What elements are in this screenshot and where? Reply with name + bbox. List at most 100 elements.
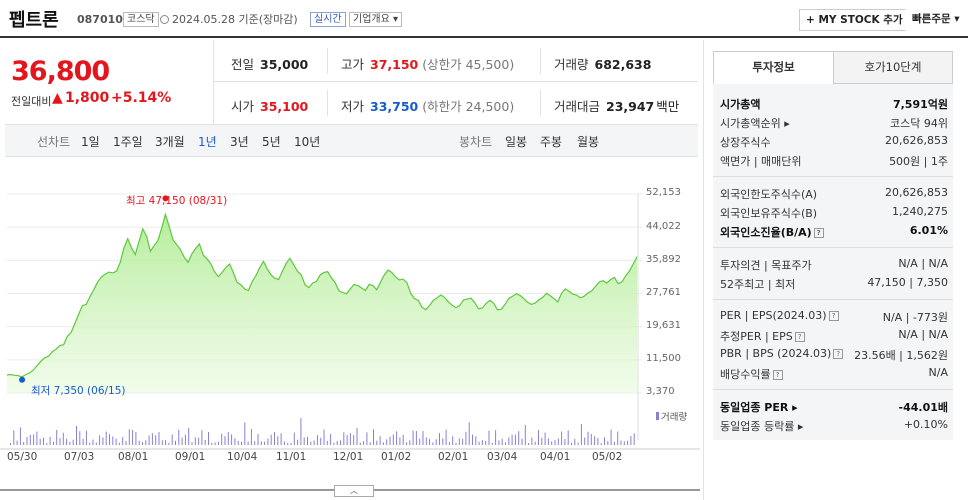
volume-bar <box>386 439 388 445</box>
volume-bar <box>326 440 328 445</box>
volume-bar <box>597 438 599 445</box>
volume-bar <box>359 442 361 445</box>
volume-bar <box>194 437 196 445</box>
volume-value: 682,638 <box>594 57 652 72</box>
volume-bar <box>217 441 219 445</box>
info-icon[interactable]: ? <box>813 228 824 238</box>
info-label: 외국인한도주식수(A) <box>720 188 818 201</box>
prev-close-label: 전일 <box>231 57 255 72</box>
volume-bar <box>224 436 226 445</box>
tab-1d[interactable]: 1일 <box>81 135 100 149</box>
tab-1w[interactable]: 1주일 <box>113 135 143 149</box>
tab-daily[interactable]: 일봉 <box>505 135 528 149</box>
info-row-foreign-limit: 외국인한도주식수(A) 20,626,853 <box>720 186 948 204</box>
tab-5y[interactable]: 5년 <box>262 135 281 149</box>
volume-bar <box>412 430 414 445</box>
info-value: -44.01배 <box>898 401 948 414</box>
x-tick: 04/01 <box>540 451 571 463</box>
prev-close: 전일 35,000 <box>231 54 308 73</box>
info-icon[interactable]: ? <box>794 332 805 342</box>
tab-investment-info[interactable]: 투자정보 <box>713 51 834 84</box>
tab-order-book[interactable]: 호가10단계 <box>833 51 953 84</box>
volume-bar <box>290 442 292 445</box>
info-label-text: PBR | BPS (2024.03) <box>720 347 832 360</box>
y-tick: 44,022 <box>646 221 681 232</box>
volume-bar <box>13 430 15 445</box>
y-tick: 27,761 <box>646 287 681 298</box>
info-row-dividend: 배당수익률? N/A <box>720 366 948 384</box>
volume-bar <box>46 442 48 445</box>
volume-bar <box>161 440 163 445</box>
x-tick: 05/30 <box>7 451 38 463</box>
tab-10y[interactable]: 10년 <box>294 135 321 149</box>
line-chart-label: 선차트 <box>37 135 71 149</box>
tab-3y[interactable]: 3년 <box>230 135 249 149</box>
info-icon[interactable]: ? <box>828 311 839 321</box>
info-row-52week: 52주최고 | 최저 47,150 | 7,350 <box>720 276 948 294</box>
tab-3m[interactable]: 3개월 <box>155 135 185 149</box>
collapse-chart-button[interactable]: ︿ <box>334 485 374 497</box>
volume-bar <box>468 422 470 445</box>
volume-bar <box>448 441 450 445</box>
volume-bar <box>241 441 242 445</box>
volume-bar <box>458 438 460 445</box>
my-stock-add-button[interactable]: + MY STOCK 추가 <box>799 9 910 31</box>
info-row-sector-per[interactable]: 동일업종 PER ▸ -44.01배 <box>720 399 948 417</box>
tab-1y[interactable]: 1년 <box>198 135 217 149</box>
change-label: 전일대비 <box>11 95 52 108</box>
info-label: 52주최고 | 최저 <box>720 278 796 291</box>
volume-bar <box>495 430 497 445</box>
volume-bar <box>23 441 25 445</box>
volume-bar <box>617 431 619 445</box>
volume-bar <box>541 437 543 445</box>
volume-bar <box>221 433 223 445</box>
x-tick: 08/01 <box>118 451 149 463</box>
volume-bar <box>66 438 68 445</box>
tab-weekly[interactable]: 주봉 <box>540 135 563 149</box>
volume-bar <box>274 432 275 445</box>
low-annotation: 최저 7,350 (06/15) <box>31 385 126 397</box>
low-value: 33,750 <box>370 99 419 114</box>
info-icon[interactable]: ? <box>772 370 783 380</box>
volume-bar <box>330 433 332 445</box>
volume-bar <box>135 431 137 445</box>
open-value: 35,100 <box>260 99 309 114</box>
volume-bar <box>257 433 259 445</box>
company-overview-dropdown[interactable]: 기업개요 ▾ <box>349 12 402 27</box>
volume-bar <box>138 440 140 445</box>
volume-bar <box>115 438 117 445</box>
volume-bar <box>99 435 101 445</box>
volume-bar <box>303 437 305 445</box>
volume-bar <box>280 433 282 445</box>
volume-bar <box>191 442 193 445</box>
volume-bar <box>188 427 190 445</box>
prev-close-value: 35,000 <box>260 57 309 72</box>
info-label: 동일업종 PER ▸ <box>720 401 798 414</box>
volume-bar <box>151 433 153 445</box>
x-tick: 07/03 <box>64 451 95 463</box>
volume-bar <box>333 442 335 445</box>
volume-bar <box>607 441 609 445</box>
divider <box>713 389 953 390</box>
realtime-badge[interactable]: 실시간 <box>310 12 346 27</box>
info-label-text: 외국인소진율(B/A) <box>720 226 812 239</box>
volume-bar <box>247 441 249 445</box>
info-icon[interactable]: ? <box>833 349 844 359</box>
company-name: 펩트론 <box>9 10 59 31</box>
info-label: 추정PER | EPS? <box>720 328 805 344</box>
volume-bar <box>336 440 338 445</box>
volume-bar <box>118 442 120 445</box>
volume-bar <box>528 442 530 445</box>
volume-bar <box>429 439 431 445</box>
info-row-market-cap-rank[interactable]: 시가총액순위 ▸ 코스닥 94위 <box>720 115 948 133</box>
volume-bar <box>577 442 579 445</box>
quick-order-button[interactable]: 빠른주문 ▾ <box>906 9 966 31</box>
volume-bar <box>293 432 295 445</box>
info-label: 투자의견 | 목표주가 <box>720 259 812 272</box>
info-row-sector-change[interactable]: 동일업종 등락률 ▸ +0.10% <box>720 418 948 436</box>
volume-bar <box>544 432 546 445</box>
open-price: 시가 35,100 <box>231 96 308 115</box>
divider <box>540 48 541 74</box>
tab-monthly[interactable]: 월봉 <box>577 135 600 149</box>
volume-bar <box>551 441 553 445</box>
